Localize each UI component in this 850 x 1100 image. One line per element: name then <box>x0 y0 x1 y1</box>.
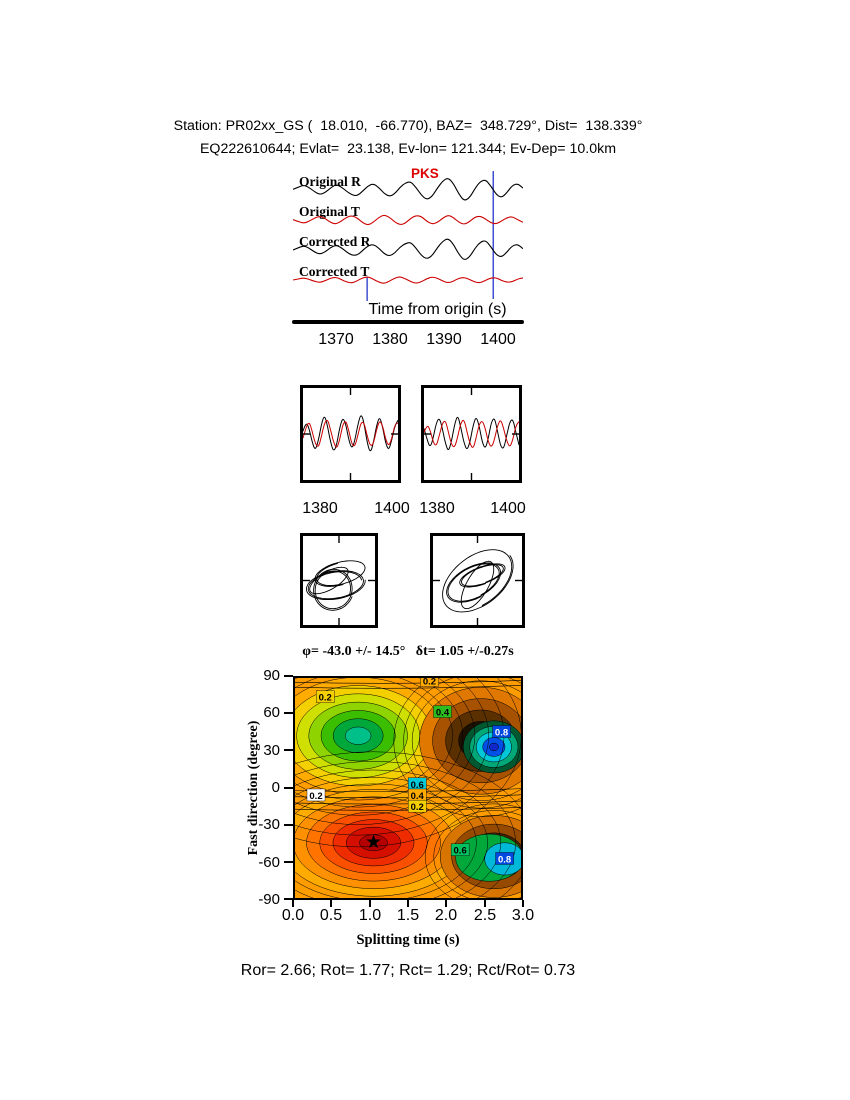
time-tick-label: 1400 <box>480 331 516 348</box>
contour-ytick-label: -60 <box>258 854 280 871</box>
time-axis-line <box>292 320 524 324</box>
contour-xlabel: Splitting time (s) <box>356 932 460 948</box>
tick-mark <box>445 900 447 907</box>
tick-mark <box>284 824 293 826</box>
contour-ytick-label: 60 <box>263 704 280 721</box>
trace-label-corrected-r: Corrected R <box>299 234 371 249</box>
time-tick-label: 1380 <box>372 331 408 348</box>
svg-text:0.6: 0.6 <box>454 846 467 857</box>
particle-box-right <box>430 533 525 628</box>
tick-mark <box>522 900 524 907</box>
tick-mark <box>369 900 371 907</box>
particle-plot-left <box>303 536 375 625</box>
svg-text:0.2: 0.2 <box>411 802 424 813</box>
tick-mark <box>284 675 293 677</box>
svg-text:0.2: 0.2 <box>423 676 436 687</box>
zoom-tick-label: 1400 <box>490 500 526 517</box>
contour-ytick-label: -90 <box>258 891 280 908</box>
zoom-tick-label: 1380 <box>419 500 455 517</box>
stats-line: Ror= 2.66; Rot= 1.77; Rct= 1.29; Rct/Rot… <box>240 962 576 979</box>
particle-box-left <box>300 533 378 628</box>
tick-mark <box>284 712 293 714</box>
contour-plot: 0.20.20.40.80.60.40.20.20.60.8★ <box>293 676 523 900</box>
svg-text:0.8: 0.8 <box>495 728 508 739</box>
trace-label-original-r: Original R <box>299 174 361 189</box>
zoom-tick-label: 1400 <box>374 500 410 517</box>
contour-ytick-label: 30 <box>263 742 280 759</box>
trace-label-corrected-t: Corrected T <box>299 264 370 279</box>
tick-mark <box>330 900 332 907</box>
contour-xtick-label: 2.5 <box>473 907 497 924</box>
trace-label-original-t: Original T <box>299 204 360 219</box>
contour-title: φ= -43.0 +/- 14.5° δt= 1.05 +/-0.27s <box>302 644 514 659</box>
tick-mark <box>407 900 409 907</box>
tick-mark <box>292 900 294 907</box>
svg-text:0.8: 0.8 <box>498 854 511 865</box>
time-tick-label: 1370 <box>318 331 354 348</box>
zoom-box-left <box>300 385 401 483</box>
svg-text:★: ★ <box>365 831 382 853</box>
figure-subtitle: EQ222610644; Evlat= 23.138, Ev-lon= 121.… <box>199 141 617 157</box>
svg-text:0.4: 0.4 <box>436 708 450 719</box>
zoom-plot-left <box>303 388 398 480</box>
contour-ytick-label: 0 <box>271 779 280 796</box>
contour-ytick-label: 90 <box>263 667 280 684</box>
contour-xtick-label: 1.5 <box>396 907 420 924</box>
tick-mark <box>284 861 293 863</box>
zoom-plot-right <box>424 388 519 480</box>
contour-ytick-label: -30 <box>258 816 280 833</box>
figure-title: Station: PR02xx_GS ( 18.010, -66.770), B… <box>173 118 643 134</box>
contour-xtick-label: 1.0 <box>358 907 382 924</box>
contour-xtick-label: 0.5 <box>319 907 343 924</box>
tick-mark <box>484 900 486 907</box>
zoom-box-right <box>421 385 522 483</box>
svg-text:0.4: 0.4 <box>411 791 425 802</box>
svg-text:0.6: 0.6 <box>411 780 424 791</box>
svg-text:0.2: 0.2 <box>319 693 332 704</box>
contour-xtick-label: 0.0 <box>281 907 305 924</box>
tick-mark <box>284 787 293 789</box>
time-axis-label: Time from origin (s) <box>368 301 507 318</box>
time-tick-label: 1390 <box>426 331 462 348</box>
zoom-tick-label: 1380 <box>302 500 338 517</box>
phase-label-pks: PKS <box>411 166 439 181</box>
waveform-plot <box>293 171 523 301</box>
contour-xtick-label: 3.0 <box>511 907 535 924</box>
tick-mark <box>284 898 293 900</box>
particle-plot-right <box>433 536 522 625</box>
svg-text:0.2: 0.2 <box>309 791 322 802</box>
contour-xtick-label: 2.0 <box>434 907 458 924</box>
tick-mark <box>284 749 293 751</box>
